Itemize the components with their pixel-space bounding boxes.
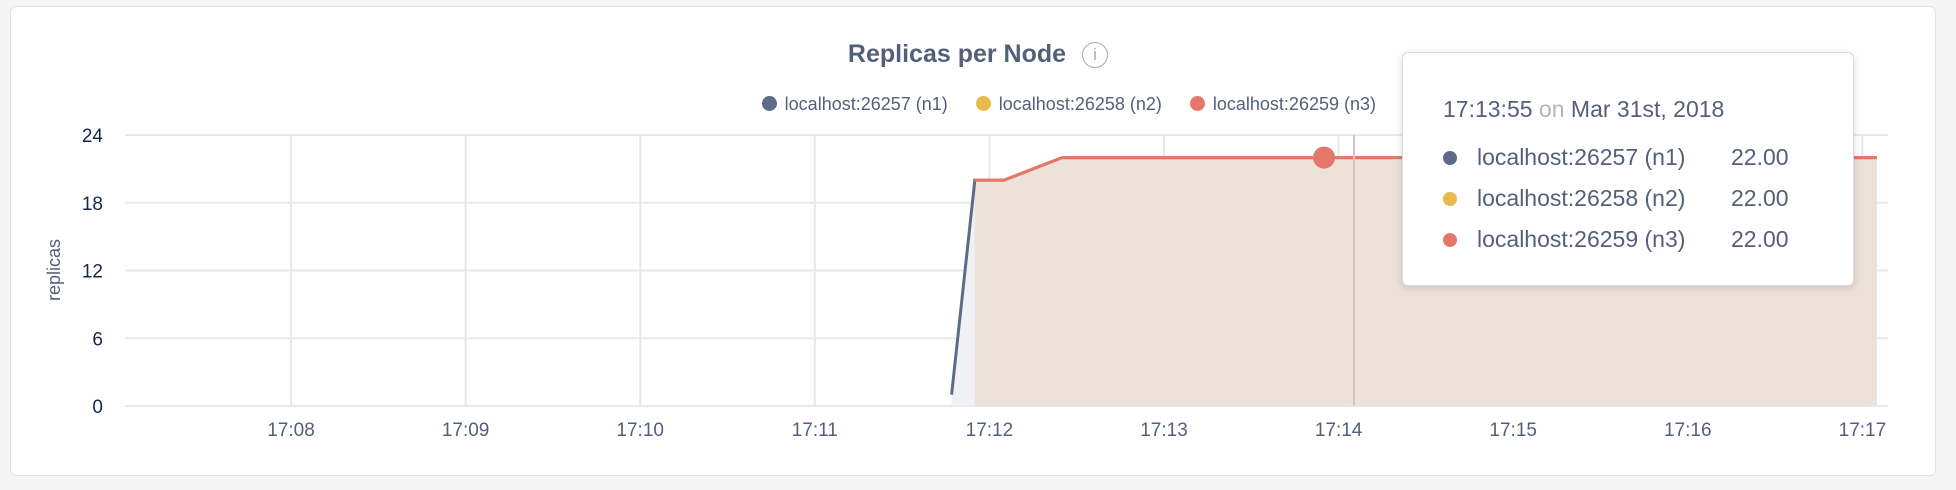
x-tick-label: 17:12: [966, 420, 1014, 441]
y-tick-label: 12: [82, 262, 103, 283]
tooltip-value: 22.00: [1731, 144, 1789, 170]
x-tick-label: 17:08: [267, 420, 315, 441]
legend: localhost:26257 (n1) localhost:26258 (n2…: [761, 94, 1376, 115]
y-tick-label: 24: [82, 126, 104, 147]
x-tick-label: 17:15: [1489, 420, 1537, 441]
tooltip-value: 22.00: [1731, 226, 1789, 252]
tooltip-row: localhost:26258 (n2) 22.00: [1443, 185, 1789, 212]
legend-item-n1[interactable]: localhost:26257 (n1): [761, 94, 948, 115]
tooltip-label: localhost:26259 (n3): [1477, 226, 1686, 252]
tooltip-label: localhost:26258 (n2): [1477, 185, 1686, 211]
y-tick-label: 6: [92, 329, 103, 350]
chart-title: Replicas per Node i: [0, 40, 1956, 69]
info-icon[interactable]: i: [1082, 42, 1109, 68]
tooltip-header: 17:13:55 on Mar 31st, 2018: [1443, 96, 1724, 123]
x-tick-label: 17:11: [792, 420, 838, 441]
series-dot: [1443, 232, 1457, 247]
legend-label: localhost:26257 (n1): [784, 94, 948, 114]
legend-dot: [975, 96, 991, 111]
chart-title-text: Replicas per Node: [847, 40, 1067, 68]
tooltip-row: localhost:26257 (n1) 22.00: [1443, 144, 1789, 171]
x-tick-label: 17:10: [616, 420, 664, 441]
tooltip-date: Mar 31st, 2018: [1570, 96, 1725, 122]
legend-item-n2[interactable]: localhost:26258 (n2): [975, 94, 1162, 115]
legend-dot: [761, 96, 777, 111]
tooltip-time: 17:13:55: [1443, 96, 1533, 122]
tooltip-value: 22.00: [1731, 185, 1789, 211]
x-tick-label: 17:16: [1664, 420, 1712, 441]
tooltip: 17:13:55 on Mar 31st, 2018 localhost:262…: [1402, 52, 1854, 286]
tooltip-label: localhost:26257 (n1): [1477, 144, 1686, 170]
x-tick-label: 17:14: [1315, 420, 1363, 441]
hover-point: [1313, 146, 1336, 169]
legend-dot: [1189, 96, 1205, 111]
y-tick-label: 0: [92, 397, 103, 418]
legend-label: localhost:26258 (n2): [998, 94, 1162, 114]
x-tick-label: 17:17: [1839, 420, 1887, 441]
y-axis-label: replicas: [44, 239, 64, 301]
y-tick-label: 18: [82, 194, 103, 215]
legend-item-n3[interactable]: localhost:26259 (n3): [1189, 94, 1376, 115]
tooltip-on: on: [1538, 96, 1565, 122]
tooltip-row: localhost:26259 (n3) 22.00: [1443, 226, 1789, 253]
legend-label: localhost:26259 (n3): [1212, 94, 1376, 114]
x-tick-label: 17:09: [442, 420, 490, 441]
x-tick-label: 17:13: [1140, 420, 1188, 441]
series-dot: [1443, 150, 1457, 165]
series-dot: [1443, 191, 1457, 206]
